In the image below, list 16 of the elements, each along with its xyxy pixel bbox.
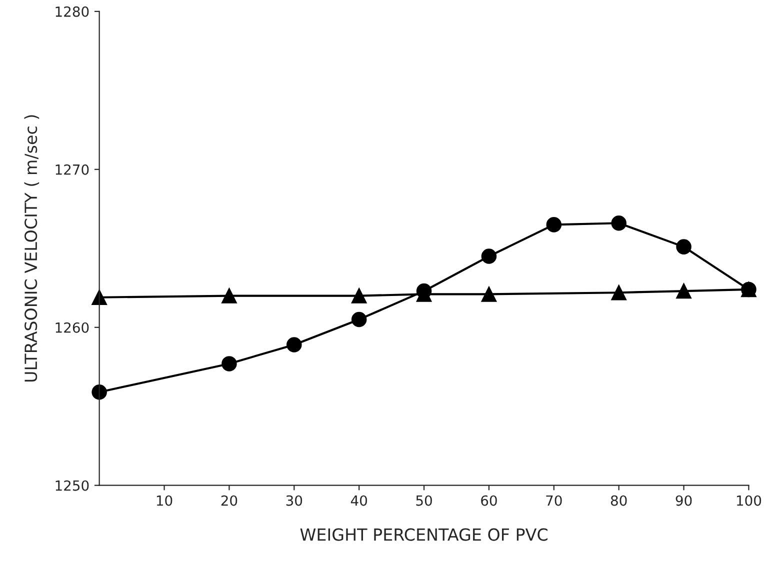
x-tick-label: 100 (736, 495, 762, 506)
x-tick-label: 60 (481, 495, 497, 506)
y-tick-label: 1270 (56, 164, 89, 175)
x-tick-label: 50 (416, 495, 432, 506)
y-tick-label: 1250 (56, 480, 89, 491)
x-tick-label: 30 (286, 495, 302, 506)
x-axis-title: WEIGHT PERCENTAGE OF PVC (300, 528, 548, 541)
x-tick-label: 70 (546, 495, 562, 506)
x-tick-label: 20 (221, 495, 238, 506)
x-tick-label: 90 (676, 495, 692, 506)
y-axis-title: ULTRASONIC VELOCITY ( m/sec ) (24, 115, 40, 382)
y-tick-label: 1280 (56, 6, 89, 17)
x-tick-label: 40 (350, 495, 367, 506)
y-tick-label: 1260 (56, 322, 89, 333)
x-tick-label: 10 (156, 495, 172, 506)
x-tick-label: 80 (610, 495, 627, 506)
